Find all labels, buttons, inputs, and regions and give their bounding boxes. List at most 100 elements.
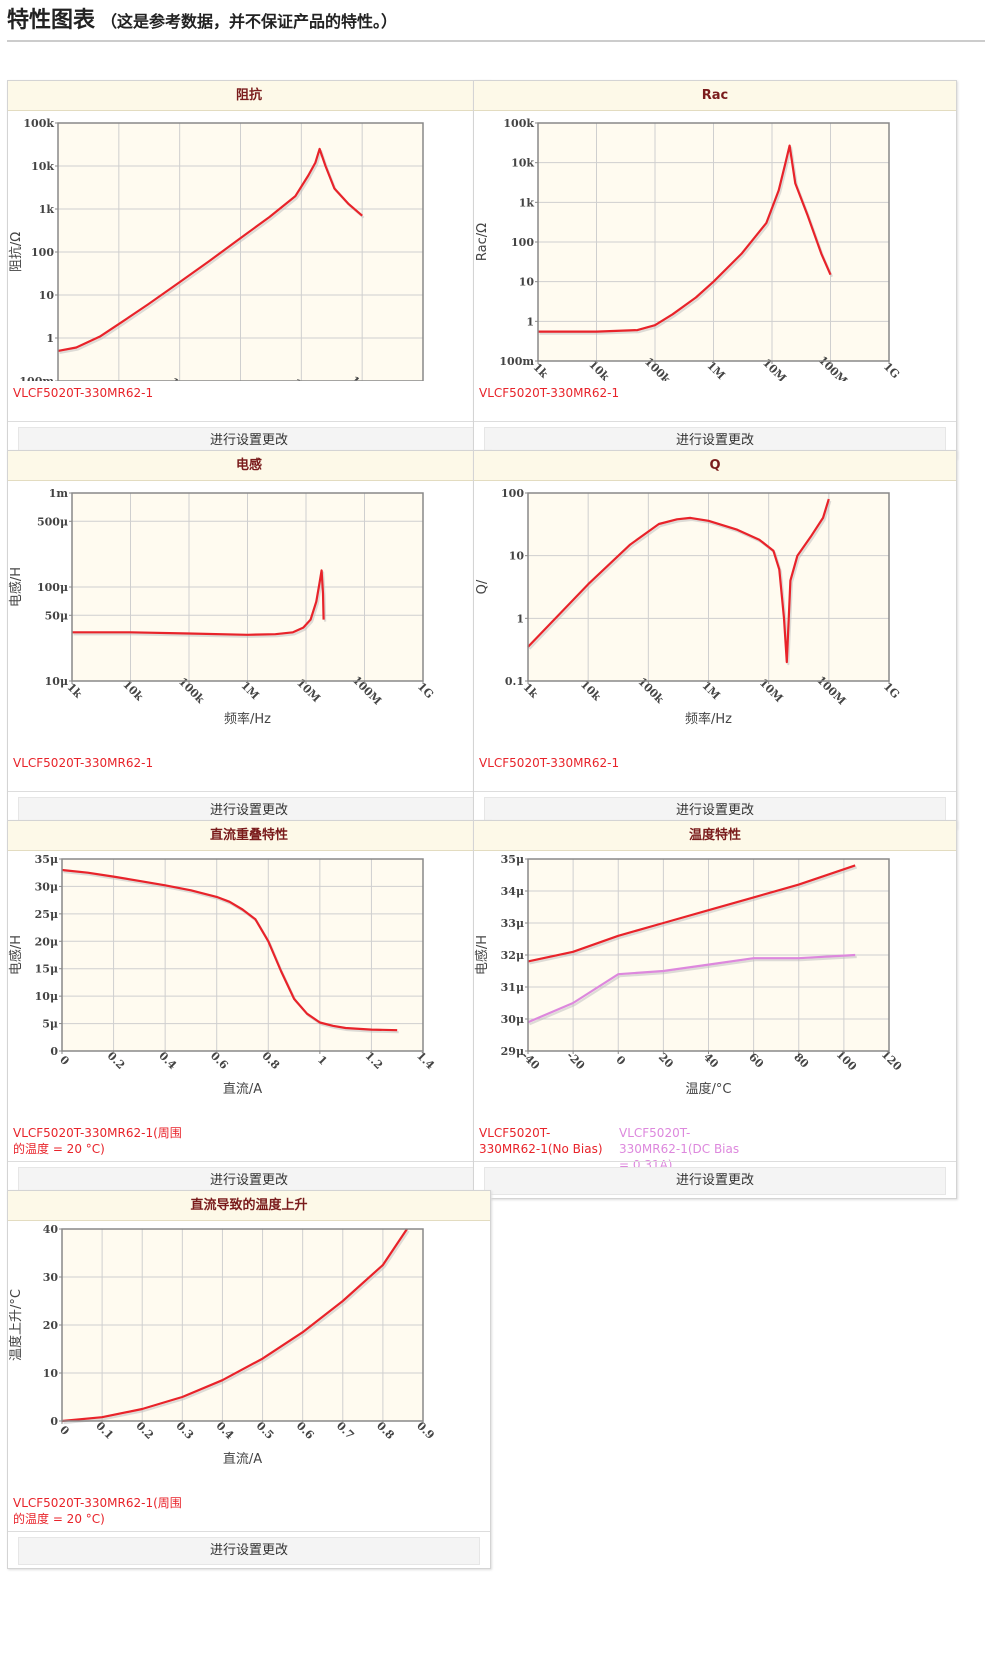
y-axis-label: 阻抗/Ω [9,232,24,272]
chart-panel: 阻抗100m1101001k10k100k1k10k100k1M10M100M1… [7,80,491,459]
y-tick-label: 1k [519,196,535,209]
x-axis-label: 频率/Hz [685,711,732,727]
x-tick-label: 0.4 [156,1049,179,1072]
y-tick-label: 20 [43,1319,59,1332]
chart-svg: 0 10 20 30 40 0 0.1 0.2 0.3 0.4 0.5 0.6 0.7 0.8 0.9 直流/… [8,1223,437,1467]
change-settings-button[interactable]: 进行设置更改 [484,1167,946,1195]
y-tick-label: 25μ [35,908,58,921]
y-tick-label: 0 [50,1045,58,1058]
y-tick-label: 1 [46,332,54,345]
series-line [538,144,832,333]
y-tick-label: 10μ [45,675,68,688]
x-tick-label: 0.8 [374,1419,397,1442]
y-tick-label: 10 [43,1367,59,1380]
x-tick-label: 1G [881,360,902,381]
x-tick-label: 0.2 [133,1419,156,1442]
y-tick-label: 35μ [35,853,58,866]
y-tick-label: 100 [31,246,54,259]
series-line [527,498,830,664]
x-axis-label: 温度/°C [686,1081,732,1097]
series-line [527,953,856,1024]
plot-frame [61,1228,424,1422]
x-tick-label: 0.8 [259,1049,282,1072]
y-tick-label: 29μ [501,1045,524,1058]
x-axis-label: 直流/A [223,1452,262,1467]
legend-item: VLCF5020T-330MR62-1 [13,386,154,400]
series-shadow [73,571,327,638]
panel-title: Q [474,451,956,481]
y-tick-label: 50μ [45,609,68,622]
x-tick-label: 0.3 [173,1419,196,1442]
legend-item: VLCF5020T-330MR62-1 [13,756,154,770]
y-tick-label: 20μ [35,935,58,948]
panel-title: 电感 [8,451,490,481]
chart-panel: 直流导致的温度上升 0 10 20 30 40 0 0.1 0.2 0.3 0.4 0.5 0.6 0.7… [7,1190,491,1569]
y-tick-label: 40 [43,1223,59,1236]
plot-frame [61,858,424,1052]
x-tick-label: 0.6 [294,1419,317,1442]
chart-svg: 100m1101001k10k100k1k10k100k1M10M100M1G频… [9,117,436,381]
page-title: 特性图表 [7,8,96,33]
y-tick-label: 100 [511,236,534,249]
panel-title: 直流重叠特性 [8,821,490,851]
x-tick-label: 1M [231,379,254,381]
x-tick-label: 0.1 [93,1419,116,1442]
y-tick-label: 32μ [501,949,524,962]
x-tick-label: 1G [881,680,902,701]
x-tick-label: 0 [57,1423,72,1438]
x-tick-label: 0.7 [334,1419,357,1442]
series-line [61,1228,408,1423]
y-tick-label: 100μ [37,581,68,594]
x-tick-label: 0 [57,1053,72,1068]
chart-svg: 100m1101001k10k100k1k10k100k1M10M100M1G频… [475,117,902,381]
y-axis-label: 电感/H [474,935,490,975]
y-tick-label: 100k [503,117,534,130]
y-tick-label: 30μ [35,880,58,893]
x-tick-label: 0.4 [214,1419,237,1442]
legend-item: VLCF5020T-330MR62-1(No Bias) [479,1126,603,1156]
y-tick-label: 5μ [42,1018,58,1031]
y-tick-label: 10 [509,550,525,563]
series-shadow [63,1230,410,1425]
x-tick-label: 1.2 [363,1049,386,1072]
y-tick-label: 100 [501,487,524,500]
y-tick-label: 1m [49,487,69,500]
y-tick-label: 0 [50,1415,58,1428]
series-line [72,569,325,636]
x-tick-label: 1M [238,679,261,702]
chart-panel: Q 0.1 1 10 100 1k 10k 100k 1M 10M 100M 1G 频率/Hz Q/VLC… [473,450,957,829]
y-tick-label: 10 [39,289,55,302]
y-tick-label: 10k [31,160,54,173]
y-tick-label: 33μ [501,917,524,930]
panel-title: Rac [474,81,956,111]
legend-item: VLCF5020T-330MR62-1(周围的温度 = 20 °C) [13,1496,182,1526]
x-tick-label: 1 [315,1053,330,1068]
x-tick-label: 1G [415,680,436,701]
plot-area [62,859,423,1051]
x-tick-label: 80 [791,1051,811,1071]
panel-title: 温度特性 [474,821,956,851]
plot-frame [71,492,424,682]
y-tick-label: 1k [39,203,55,216]
x-axis-label: 直流/A [223,1082,262,1097]
y-tick-label: 0.1 [505,675,524,688]
y-axis-label: Rac/Ω [475,223,490,261]
chart-panel: 温度特性 29μ 30μ 31μ 32μ 33μ 34μ 35μ -40 -20 0 20 40 60 80… [473,820,957,1199]
y-axis-label: Q/ [475,579,490,594]
y-axis-label: 温度上升/°C [8,1289,24,1361]
y-tick-label: 10k [511,157,534,170]
y-tick-label: 30μ [501,1013,524,1026]
y-tick-label: 1 [516,612,524,625]
y-tick-label: 34μ [501,885,524,898]
y-tick-label: 10μ [35,990,58,1003]
panel-title: 阻抗 [8,81,490,111]
y-tick-label: 500μ [37,515,68,528]
x-axis-label: 频率/Hz [224,711,271,727]
y-tick-label: 10 [519,276,535,289]
x-tick-label: 1M [704,359,727,381]
change-settings-button[interactable]: 进行设置更改 [18,1537,480,1565]
panel-footer: 进行设置更改 [474,1161,956,1200]
panel-footer: 进行设置更改 [8,1531,490,1570]
